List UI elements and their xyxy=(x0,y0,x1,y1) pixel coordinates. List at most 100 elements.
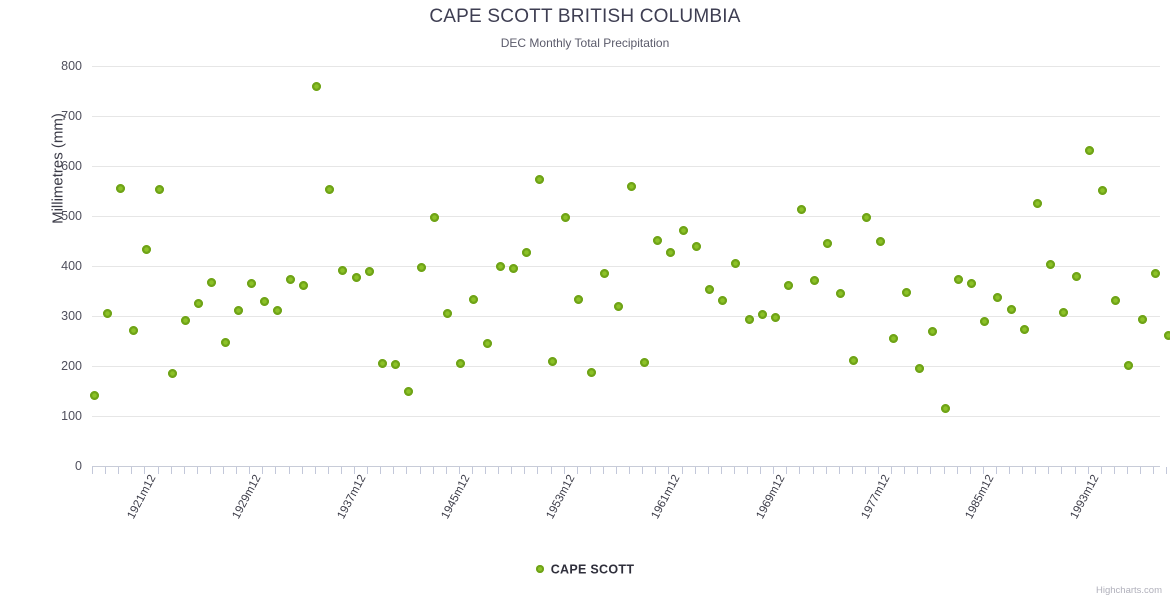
data-point[interactable] xyxy=(1163,331,1170,340)
data-point[interactable] xyxy=(482,338,492,348)
data-point[interactable] xyxy=(534,175,544,184)
data-point[interactable] xyxy=(469,294,479,304)
data-point[interactable] xyxy=(849,356,859,365)
x-axis-tick xyxy=(328,467,329,474)
data-point[interactable] xyxy=(102,308,112,318)
data-point[interactable] xyxy=(1006,305,1016,314)
data-point[interactable] xyxy=(259,296,269,306)
data-point[interactable] xyxy=(783,280,793,290)
data-point[interactable] xyxy=(443,308,453,318)
data-point[interactable] xyxy=(390,359,400,369)
x-axis-tick xyxy=(944,467,945,474)
data-point[interactable] xyxy=(272,306,282,315)
data-point[interactable] xyxy=(220,337,230,347)
data-point[interactable] xyxy=(1058,308,1068,317)
x-axis-tick xyxy=(695,467,696,474)
data-point[interactable] xyxy=(207,277,217,287)
data-point[interactable] xyxy=(495,261,505,271)
x-axis-tick xyxy=(197,467,198,474)
data-point[interactable] xyxy=(993,292,1003,302)
data-point[interactable] xyxy=(430,213,440,222)
data-point[interactable] xyxy=(980,317,990,326)
data-point[interactable] xyxy=(1111,296,1121,305)
data-point[interactable] xyxy=(325,184,335,194)
data-point[interactable] xyxy=(954,274,964,284)
data-point[interactable] xyxy=(679,226,688,235)
data-point[interactable] xyxy=(1019,324,1029,334)
data-point[interactable] xyxy=(823,239,833,248)
data-point[interactable] xyxy=(115,183,125,193)
data-point[interactable] xyxy=(810,275,819,285)
x-axis-tick xyxy=(1153,467,1154,474)
data-point[interactable] xyxy=(403,387,413,396)
data-point[interactable] xyxy=(875,236,885,246)
data-point[interactable] xyxy=(338,265,348,275)
data-point[interactable] xyxy=(128,325,138,335)
data-point[interactable] xyxy=(299,280,309,290)
data-point[interactable] xyxy=(718,295,728,305)
x-axis-tick xyxy=(1166,467,1167,474)
data-point[interactable] xyxy=(168,369,178,378)
data-point[interactable] xyxy=(548,356,557,366)
x-axis-tick xyxy=(406,467,407,474)
data-point[interactable] xyxy=(351,273,361,282)
legend-item-label: CAPE SCOTT xyxy=(550,562,635,577)
x-axis-tick xyxy=(668,467,669,474)
data-point[interactable] xyxy=(1085,146,1095,155)
data-point[interactable] xyxy=(731,258,741,268)
data-point[interactable] xyxy=(89,390,99,400)
data-point[interactable] xyxy=(1045,259,1055,269)
data-point[interactable] xyxy=(770,312,780,322)
data-point[interactable] xyxy=(744,315,754,324)
data-point[interactable] xyxy=(377,359,387,368)
data-point[interactable] xyxy=(561,213,571,222)
data-point[interactable] xyxy=(1098,185,1108,195)
data-point[interactable] xyxy=(692,241,702,251)
data-point[interactable] xyxy=(141,244,151,254)
data-point[interactable] xyxy=(364,267,374,276)
data-point[interactable] xyxy=(246,278,256,288)
data-point[interactable] xyxy=(600,268,610,278)
data-point[interactable] xyxy=(417,263,426,272)
data-point[interactable] xyxy=(1150,268,1160,278)
data-point[interactable] xyxy=(639,357,649,367)
data-point[interactable] xyxy=(1032,198,1042,208)
data-point[interactable] xyxy=(796,205,806,214)
data-point[interactable] xyxy=(155,184,164,194)
data-point[interactable] xyxy=(456,359,466,368)
x-axis-tick xyxy=(92,467,93,474)
data-point[interactable] xyxy=(181,315,191,325)
legend-item-cape-scott[interactable]: CAPE SCOTT xyxy=(535,562,635,577)
data-point[interactable] xyxy=(286,275,295,284)
data-point[interactable] xyxy=(574,294,584,304)
x-axis-tick xyxy=(1061,467,1062,474)
data-point[interactable] xyxy=(521,247,531,257)
data-point[interactable] xyxy=(941,404,950,413)
data-point[interactable] xyxy=(626,182,636,191)
data-point[interactable] xyxy=(705,285,715,294)
data-point[interactable] xyxy=(194,298,204,308)
data-point[interactable] xyxy=(233,306,243,315)
data-point[interactable] xyxy=(1137,315,1147,324)
data-point[interactable] xyxy=(914,364,924,373)
data-point[interactable] xyxy=(613,301,623,311)
data-point[interactable] xyxy=(1124,360,1134,370)
data-point[interactable] xyxy=(1072,272,1081,281)
data-point[interactable] xyxy=(836,289,846,298)
data-point[interactable] xyxy=(665,247,675,257)
x-axis-tick xyxy=(682,467,683,474)
x-axis-tick xyxy=(498,467,499,474)
data-point[interactable] xyxy=(901,287,911,297)
data-point[interactable] xyxy=(757,310,767,319)
data-point[interactable] xyxy=(927,327,937,336)
data-point[interactable] xyxy=(652,235,662,245)
data-point[interactable] xyxy=(862,212,872,222)
x-axis-tick xyxy=(564,467,565,474)
data-point[interactable] xyxy=(587,368,597,377)
data-point[interactable] xyxy=(888,333,898,343)
data-point[interactable] xyxy=(508,263,518,273)
data-point[interactable] xyxy=(312,81,322,91)
y-axis-tick-label: 600 xyxy=(61,159,82,173)
data-point[interactable] xyxy=(967,278,977,288)
